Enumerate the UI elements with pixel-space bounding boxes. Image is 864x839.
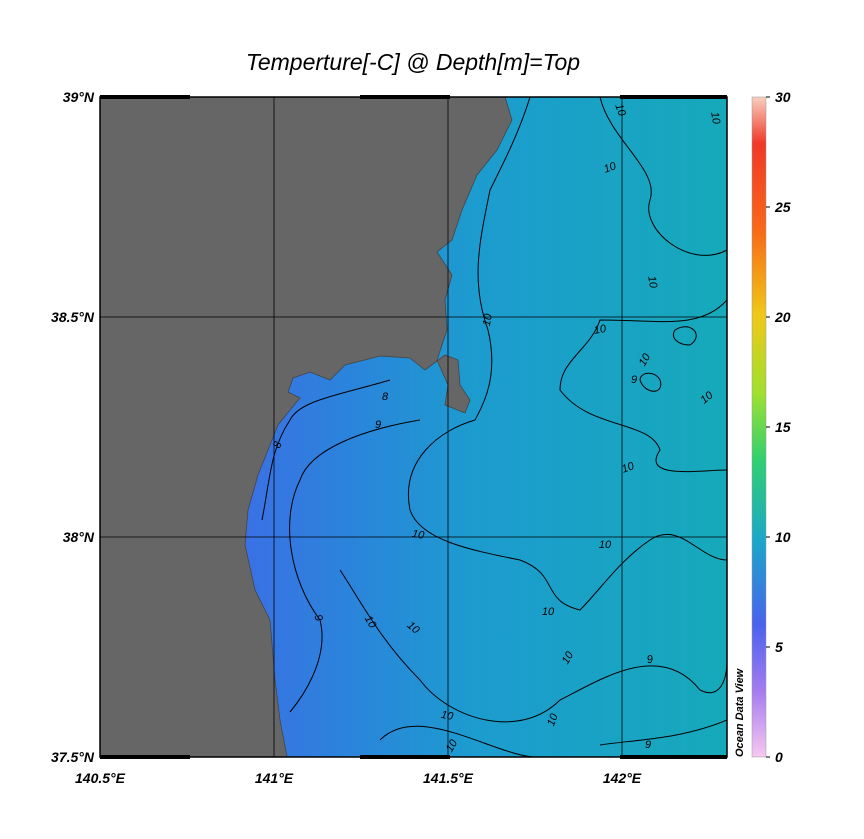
- lat-tick-label: 38.5°N: [51, 309, 95, 325]
- contour-label: 9: [375, 419, 381, 431]
- contour-label: 9: [311, 613, 324, 623]
- lon-tick-label: 142°E: [603, 770, 642, 786]
- contours: [261, 97, 727, 757]
- colorbar-tick-label: 20: [774, 309, 791, 325]
- contour-label: 10: [440, 709, 455, 723]
- watermark: Ocean Data View: [734, 667, 746, 757]
- lon-tick-label: 141.5°E: [423, 770, 474, 786]
- contour-label: 10: [599, 539, 612, 551]
- contour-label: 10: [645, 275, 659, 290]
- colorbar-tick-label: 30: [775, 89, 791, 105]
- contour-label: 10: [612, 102, 628, 118]
- colorbar-tick-label: 5: [775, 639, 783, 655]
- contour-label: 10: [542, 606, 555, 618]
- contour-label: 8: [271, 439, 285, 450]
- contour-label: 10: [593, 323, 608, 337]
- contour-label: 10: [545, 711, 561, 727]
- lat-tick-label: 37.5°N: [51, 749, 95, 765]
- contour-label: 9: [631, 374, 637, 386]
- colorbar-tick-label: 0: [775, 749, 783, 765]
- lat-tick-label: 38°N: [63, 529, 95, 545]
- colorbar: [751, 96, 767, 758]
- contour-label: 10: [411, 528, 426, 542]
- contour-label: 9: [646, 653, 654, 666]
- contour-label: 10: [602, 160, 618, 176]
- contour-label: 10: [708, 111, 722, 126]
- land: [100, 97, 513, 757]
- contour-label: 10: [481, 312, 495, 327]
- lon-tick-label: 140.5°E: [75, 770, 126, 786]
- frame-ticks: [100, 95, 727, 759]
- lat-tick-label: 39°N: [63, 89, 95, 105]
- contour-label: 9: [645, 739, 651, 751]
- lon-tick-label: 141°E: [255, 770, 294, 786]
- colorbar-tick-label: 25: [774, 199, 791, 215]
- title: Temperture[-C] @ Depth[m]=Top: [246, 49, 580, 75]
- contour-label: 10: [620, 460, 636, 476]
- colorbar-tick-label: 15: [775, 419, 791, 435]
- colorbar-tick-label: 10: [775, 529, 791, 545]
- contour-label: 8: [382, 391, 389, 403]
